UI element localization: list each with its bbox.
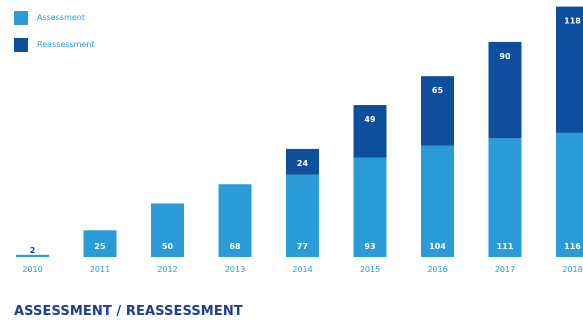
legend-swatch-assessment <box>14 11 28 25</box>
x-tick-label-2018: 2018 <box>562 265 582 274</box>
bar-assessment-2013 <box>218 184 252 257</box>
data-label-reassessment-2016: 65 <box>432 86 444 95</box>
data-label-assessment-2013: 68 <box>229 242 241 251</box>
bar-reassessment-2018 <box>556 6 583 133</box>
data-label-assessment-2018: 116 <box>564 242 581 251</box>
legend-label-reassessment: Reassessment <box>37 40 95 49</box>
data-label-reassessment-2018: 118 <box>564 17 581 26</box>
bar-assessment-2016 <box>421 145 454 257</box>
bar-assessment-2011 <box>83 230 117 257</box>
bar-assessment-2014 <box>286 174 319 257</box>
x-tick-label-2012: 2012 <box>157 265 177 274</box>
bar-assessment-2017 <box>488 138 522 257</box>
data-label-assessment-2015: 93 <box>364 242 375 251</box>
x-tick-label-2015: 2015 <box>360 265 380 274</box>
bar-assessment-2012 <box>151 203 184 257</box>
bar-assessment-2015 <box>353 157 387 257</box>
data-label-assessment-2017: 111 <box>497 242 514 251</box>
data-label-assessment-2010: 2 <box>30 246 36 255</box>
bar-reassessment-2014 <box>286 148 319 175</box>
chart-title: ASSESSMENT / REASSESSMENT <box>14 304 243 319</box>
x-tick-label-2016: 2016 <box>427 265 447 274</box>
x-tick-label-2014: 2014 <box>292 265 312 274</box>
x-tick-label-2017: 2017 <box>495 265 515 274</box>
data-label-reassessment-2014: 24 <box>297 159 309 168</box>
x-tick-label-2010: 2010 <box>22 265 42 274</box>
data-label-assessment-2016: 104 <box>429 242 446 251</box>
legend-label-assessment: Assessment <box>37 13 85 22</box>
bar-reassessment-2015 <box>353 105 387 158</box>
data-label-reassessment-2017: 90 <box>499 52 511 61</box>
bar-reassessment-2017 <box>488 41 522 139</box>
bar-assessment-2018 <box>556 132 583 257</box>
bar-assessment-2010 <box>16 254 49 257</box>
data-label-assessment-2011: 25 <box>94 242 106 251</box>
x-tick-label-2011: 2011 <box>90 265 110 274</box>
bar-reassessment-2016 <box>421 76 454 146</box>
legend-swatch-reassessment <box>14 38 28 52</box>
data-label-assessment-2014: 77 <box>297 242 308 251</box>
data-label-reassessment-2015: 49 <box>364 115 376 124</box>
x-tick-label-2013: 2013 <box>225 265 245 274</box>
data-label-assessment-2012: 50 <box>162 242 174 251</box>
